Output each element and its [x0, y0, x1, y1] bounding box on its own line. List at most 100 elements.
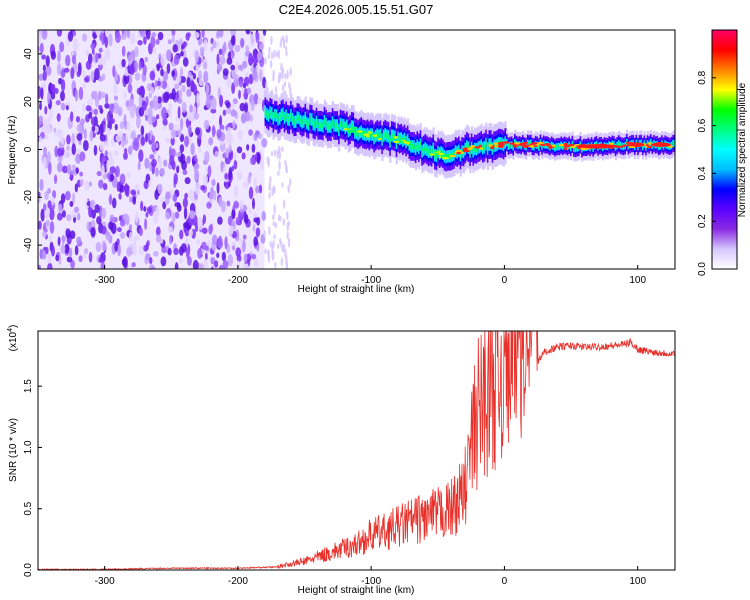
noise-blob	[282, 199, 286, 209]
ridge-band	[398, 136, 402, 143]
noise-blob	[194, 50, 199, 64]
noise-blob	[178, 257, 183, 264]
noise-blob	[196, 92, 200, 105]
ridge-band	[288, 117, 291, 123]
noise-blob	[204, 150, 210, 164]
noise-blob	[64, 150, 71, 159]
noise-blob	[285, 254, 288, 265]
ridge-band	[266, 111, 269, 117]
ridge-band	[558, 144, 561, 149]
noise-blob	[184, 177, 191, 185]
ridge-band	[285, 112, 288, 119]
noise-blob	[140, 125, 145, 136]
noise-blob	[38, 115, 44, 126]
ridge-peak	[356, 130, 363, 133]
colorbar-tick-label: 0.4	[697, 166, 708, 180]
noise-blob	[280, 62, 283, 72]
noise-blob	[198, 79, 205, 86]
noise-blob	[87, 98, 94, 107]
ridge-peak	[449, 154, 456, 158]
noise-blob	[245, 30, 251, 35]
noise-blob	[265, 80, 268, 91]
noise-blob	[246, 144, 250, 151]
noise-blob	[82, 103, 86, 113]
noise-blob	[182, 41, 186, 49]
noise-blob	[165, 191, 171, 200]
noise-blob	[91, 125, 96, 132]
noise-blob	[105, 93, 109, 105]
ridge-band	[298, 115, 301, 121]
noise-blob	[86, 221, 90, 231]
noise-blob	[178, 246, 184, 256]
ridge-peak	[408, 143, 415, 147]
noise-blob	[94, 204, 100, 214]
noise-blob	[202, 214, 207, 224]
noise-blob	[61, 210, 66, 218]
noise-blob	[161, 107, 167, 120]
noise-blob	[93, 144, 98, 156]
noise-blob	[134, 72, 141, 81]
noise-blob	[115, 134, 122, 142]
ridge-band	[336, 122, 339, 129]
noise-blob	[253, 93, 259, 105]
snr-x-ticks: -300 -200 -100 0 100	[95, 566, 646, 587]
noise-blob	[282, 245, 285, 253]
noise-blob	[234, 44, 241, 53]
noise-blob	[66, 214, 72, 222]
ridge-band	[467, 144, 470, 151]
noise-blob	[226, 243, 231, 254]
noise-blob	[237, 64, 243, 71]
noise-blob	[47, 116, 51, 129]
noise-blob	[41, 249, 47, 260]
noise-blob	[96, 216, 102, 225]
noise-blob	[210, 97, 217, 110]
noise-blob	[154, 189, 159, 200]
noise-blob	[65, 54, 71, 67]
noise-blob	[135, 115, 141, 129]
ridge-band	[410, 143, 413, 150]
noise-blob	[63, 67, 70, 73]
noise-blob	[208, 192, 214, 200]
ridge-peak	[528, 145, 535, 148]
ridge-band	[483, 144, 486, 150]
noise-blob	[101, 91, 106, 99]
noise-blob	[224, 173, 228, 180]
ridge-band	[443, 153, 446, 160]
noise-blob	[193, 154, 197, 162]
noise-blob	[128, 145, 133, 155]
noise-blob	[288, 82, 291, 89]
noise-blob	[113, 82, 118, 94]
noise-blob	[171, 34, 175, 44]
noise-blob	[281, 146, 284, 152]
ridge-peak	[456, 151, 461, 155]
noise-blob	[194, 169, 200, 183]
ridge-band	[411, 143, 414, 150]
ridge-band	[323, 118, 326, 125]
noise-blob	[226, 78, 232, 89]
noise-blob	[192, 72, 197, 80]
ridge-peak	[479, 147, 484, 150]
noise-blob	[144, 56, 149, 63]
noise-blob	[174, 124, 180, 131]
ridge-band	[510, 143, 514, 147]
ridge-band	[344, 124, 347, 131]
noise-blob	[273, 234, 276, 240]
noise-blob	[238, 79, 244, 88]
ridge-peak	[411, 146, 417, 149]
noise-blob	[174, 83, 180, 90]
noise-blob	[268, 192, 271, 199]
noise-blob	[241, 152, 246, 160]
noise-blob	[42, 64, 46, 72]
noise-blob	[119, 219, 126, 227]
ridge-peak	[558, 143, 565, 147]
noise-blob	[146, 206, 152, 214]
ridge-peak	[625, 144, 633, 147]
noise-blob	[160, 196, 164, 203]
ridge-band	[434, 152, 437, 158]
ridge-band	[384, 131, 387, 138]
noise-blob	[74, 206, 80, 213]
noise-blob	[158, 157, 163, 169]
ridge-peak	[518, 143, 526, 146]
noise-blob	[165, 49, 172, 62]
noise-blob	[273, 49, 276, 59]
